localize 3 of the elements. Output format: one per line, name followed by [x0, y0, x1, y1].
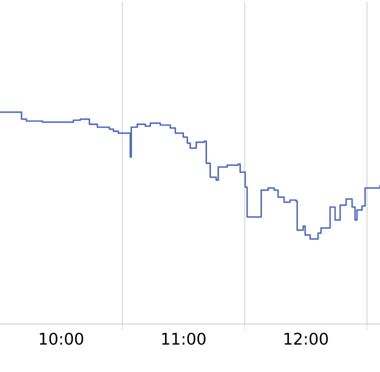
x-tick-label: 12:00 [284, 332, 328, 345]
x-tick-label: 11:00 [162, 332, 206, 345]
x-tick-label: 10:00 [40, 332, 84, 345]
